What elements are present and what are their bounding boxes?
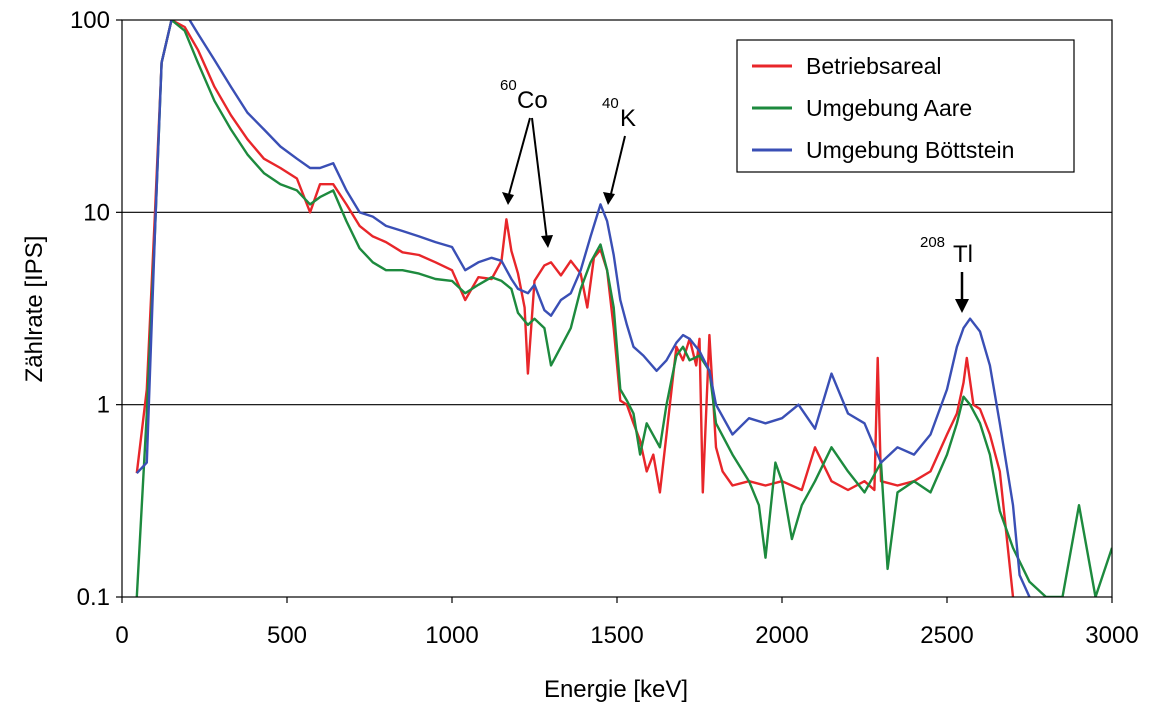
- series-line-2: [135, 20, 1031, 597]
- annotation-k40-arrow: [609, 135, 626, 199]
- annotation-k40-arrowhead: [603, 192, 615, 205]
- annotation-co60-arrowhead-2: [541, 235, 553, 248]
- annotation-co60-arrow-1: [507, 117, 531, 199]
- y-tick-label-0: 0.1: [77, 584, 110, 611]
- x-axis-label: Energie [keV]: [544, 676, 688, 703]
- legend: Betriebsareal Umgebung Aare Umgebung Böt…: [736, 39, 1075, 173]
- annotation-co60-arrowhead-1: [502, 192, 514, 205]
- x-tick-label-6: 3000: [1085, 622, 1138, 649]
- gridlines: [122, 211, 1112, 406]
- annotation-tl208-arrowhead: [955, 299, 969, 313]
- x-tick-label-1: 500: [267, 622, 307, 649]
- y-tick-label-1: 1: [97, 392, 110, 419]
- y-axis-label: Zählrate [IPS]: [21, 236, 48, 383]
- series-layer: [135, 20, 1112, 597]
- annotation-tl208: 208 Tl: [920, 234, 973, 313]
- x-tick-label-2: 1000: [425, 622, 478, 649]
- y-tick-label-2: 10: [83, 199, 110, 226]
- x-tick-label-3: 1500: [590, 622, 643, 649]
- y-tick-label-3: 100: [70, 7, 110, 34]
- annotation-tl208-label: Tl: [953, 241, 973, 268]
- annotation-co60: 60 Co: [500, 77, 553, 248]
- annotation-tl208-superscript: 208: [920, 234, 945, 251]
- legend-label-betriebsareal: Betriebsareal: [806, 53, 942, 79]
- annotation-k40-superscript: 40: [602, 95, 619, 112]
- x-tick-label-5: 2500: [920, 622, 973, 649]
- legend-box: [736, 39, 1075, 173]
- x-tick-label-4: 2000: [755, 622, 808, 649]
- plot-frame: [121, 19, 1113, 598]
- x-tick-label-0: 0: [115, 622, 128, 649]
- legend-label-umgebung-boettstein: Umgebung Böttstein: [806, 137, 1014, 163]
- annotation-k40: 40 K: [602, 95, 636, 205]
- annotation-k40-label: K: [620, 105, 636, 132]
- annotation-co60-arrow-2: [531, 117, 548, 241]
- annotation-co60-label: Co: [517, 87, 548, 114]
- legend-label-umgebung-aare: Umgebung Aare: [806, 95, 972, 121]
- annotation-co60-superscript: 60: [500, 77, 517, 94]
- series-line-1: [135, 20, 1112, 597]
